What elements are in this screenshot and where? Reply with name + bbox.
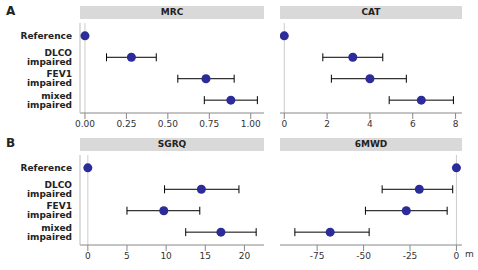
svg-text:0: 0 — [281, 119, 287, 129]
svg-text:0.50: 0.50 — [158, 119, 178, 129]
svg-text:6: 6 — [410, 119, 416, 129]
svg-text:8: 8 — [453, 119, 459, 129]
svg-text:0: 0 — [85, 251, 91, 261]
svg-text:mixedimpaired: mixedimpaired — [27, 223, 72, 242]
html-text:MRC: MRC — [160, 7, 184, 17]
html-text:6MWD: 6MWD — [354, 139, 388, 149]
html-text:B: B — [6, 136, 16, 150]
svg-text:0: 0 — [454, 251, 460, 261]
svg-text:0.00: 0.00 — [75, 119, 95, 129]
svg-text:4: 4 — [367, 119, 373, 129]
svg-text:0.75: 0.75 — [199, 119, 219, 129]
svg-text:FEV1impaired: FEV1impaired — [27, 201, 72, 220]
svg-text:1.00: 1.00 — [241, 119, 261, 129]
svg-text:mixedimpaired: mixedimpaired — [27, 91, 72, 110]
html-text:A: A — [6, 4, 16, 18]
svg-text:-25: -25 — [403, 251, 418, 261]
svg-text:DLCOimpaired: DLCOimpaired — [27, 48, 72, 67]
svg-text:10: 10 — [160, 251, 172, 261]
svg-text:m: m — [465, 249, 470, 259]
svg-text:15: 15 — [200, 251, 211, 261]
svg-text:Reference: Reference — [21, 163, 72, 173]
svg-text:20: 20 — [239, 251, 251, 261]
html-text:SGRQ: SGRQ — [157, 139, 187, 149]
svg-text:DLCOimpaired: DLCOimpaired — [27, 180, 72, 199]
html-text:CAT: CAT — [361, 7, 381, 17]
svg-text:0.25: 0.25 — [116, 119, 136, 129]
svg-text:-50: -50 — [356, 251, 371, 261]
svg-text:FEV1impaired: FEV1impaired — [27, 69, 72, 88]
svg-text:5: 5 — [124, 251, 130, 261]
svg-text:2: 2 — [324, 119, 330, 129]
svg-text:-75: -75 — [310, 251, 325, 261]
svg-text:Reference: Reference — [21, 31, 72, 41]
